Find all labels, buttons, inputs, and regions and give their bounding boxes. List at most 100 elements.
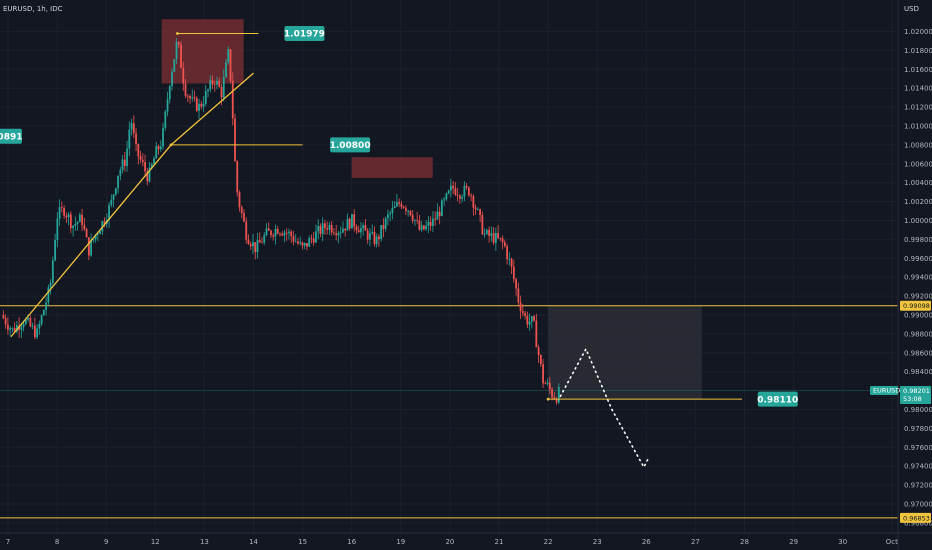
candle: [81, 208, 83, 232]
candle: [526, 311, 529, 329]
candle-body: [436, 211, 439, 220]
price-tick-label: 0.98400: [904, 368, 932, 376]
level-price-badge-text: 0.96853: [903, 514, 930, 522]
candle-body: [492, 233, 495, 243]
candle: [218, 77, 221, 88]
candle: [414, 219, 416, 226]
candle-body: [306, 243, 308, 247]
candle: [375, 233, 378, 248]
time-tick-label: 14: [249, 538, 258, 546]
candle-body: [425, 225, 428, 230]
candle: [72, 225, 74, 237]
candle-body: [186, 95, 189, 97]
candle: [378, 233, 380, 247]
price-axis[interactable]: 1.02000 1.01800 1.01600 1.01400 1.01200 1.010…: [904, 28, 932, 527]
level-price-badge-box: [900, 300, 931, 311]
candle: [254, 242, 257, 260]
candle-body: [553, 397, 556, 399]
candle: [13, 322, 16, 333]
price-callouts: 1.01979 1.00891 1.00800 0.98110: [0, 25, 798, 407]
candle: [85, 227, 88, 238]
candle: [65, 212, 68, 224]
candle-body: [440, 200, 443, 217]
candle: [123, 151, 126, 172]
candle: [40, 314, 43, 326]
candle: [189, 94, 191, 104]
candle-body: [546, 382, 549, 384]
price-callout-text: 0.98110: [757, 395, 798, 405]
candle-body: [173, 59, 176, 72]
candle: [333, 227, 335, 236]
candle-body: [99, 231, 101, 235]
price-callout-box: [0, 128, 22, 144]
time-tick-label: 26: [642, 538, 651, 546]
candle: [193, 90, 196, 102]
candle-body: [447, 190, 450, 194]
price-tick-label: 0.99600: [904, 255, 932, 263]
candle-body: [204, 91, 207, 104]
candle: [524, 310, 526, 320]
candle-body: [231, 80, 234, 119]
candle: [195, 96, 198, 112]
projection-path: [559, 347, 651, 469]
candle-body: [416, 219, 419, 221]
candle-body: [382, 225, 385, 229]
candle-body: [326, 228, 329, 230]
candle: [229, 48, 232, 84]
candle-body: [528, 321, 531, 325]
candle: [33, 317, 36, 340]
candle-body: [467, 187, 470, 196]
candle-body: [321, 223, 324, 234]
candle: [407, 209, 410, 217]
candle: [317, 219, 320, 240]
candle-body: [348, 218, 351, 229]
candle: [346, 213, 349, 231]
candle: [544, 380, 547, 385]
candle-body: [272, 235, 275, 237]
candle-body: [240, 207, 243, 214]
candle-body: [128, 129, 131, 149]
candle: [69, 211, 72, 234]
candle: [515, 277, 517, 296]
candle: [456, 187, 459, 202]
price-tick-label: 1.00400: [904, 179, 932, 187]
candle-body: [2, 315, 5, 319]
candle: [405, 205, 407, 216]
trendlines: [10, 72, 254, 338]
candle-body: [319, 225, 322, 234]
candle-body: [512, 266, 515, 280]
candle: [396, 193, 398, 208]
candle: [353, 209, 356, 232]
time-tick-label: 8: [55, 538, 59, 546]
candle: [252, 233, 254, 254]
price-tick-label: 1.00800: [904, 141, 932, 149]
price-tick-label: 0.97000: [904, 501, 932, 509]
candle: [157, 144, 160, 155]
candle: [449, 178, 452, 198]
candle-body: [65, 215, 68, 218]
candle-body: [83, 225, 86, 230]
price-callout: 0.98110: [757, 391, 798, 407]
candle: [382, 218, 385, 238]
candle-body: [94, 234, 97, 240]
candle-body: [146, 171, 149, 182]
candle: [391, 200, 394, 220]
candle: [285, 228, 288, 241]
time-tick-label: 23: [593, 538, 602, 546]
candle-body: [220, 86, 223, 98]
time-tick-label: 9: [104, 538, 108, 546]
candle: [227, 46, 230, 65]
candle-body: [443, 199, 446, 201]
candle-body: [189, 96, 191, 99]
price-tick-label: 0.97800: [904, 425, 932, 433]
candle: [364, 219, 367, 231]
candle: [517, 282, 520, 307]
candle: [204, 85, 207, 107]
candle-body: [229, 49, 232, 81]
price-tick-label: 0.96800: [904, 519, 932, 527]
candle-body: [465, 185, 468, 188]
time-axis[interactable]: 7 8 9 12 13 14 15 16 19 20 21 22 23 26 27 28 29 30 Oct: [6, 538, 898, 546]
price-tick-label: 1.01800: [904, 47, 932, 55]
candle: [213, 80, 216, 92]
